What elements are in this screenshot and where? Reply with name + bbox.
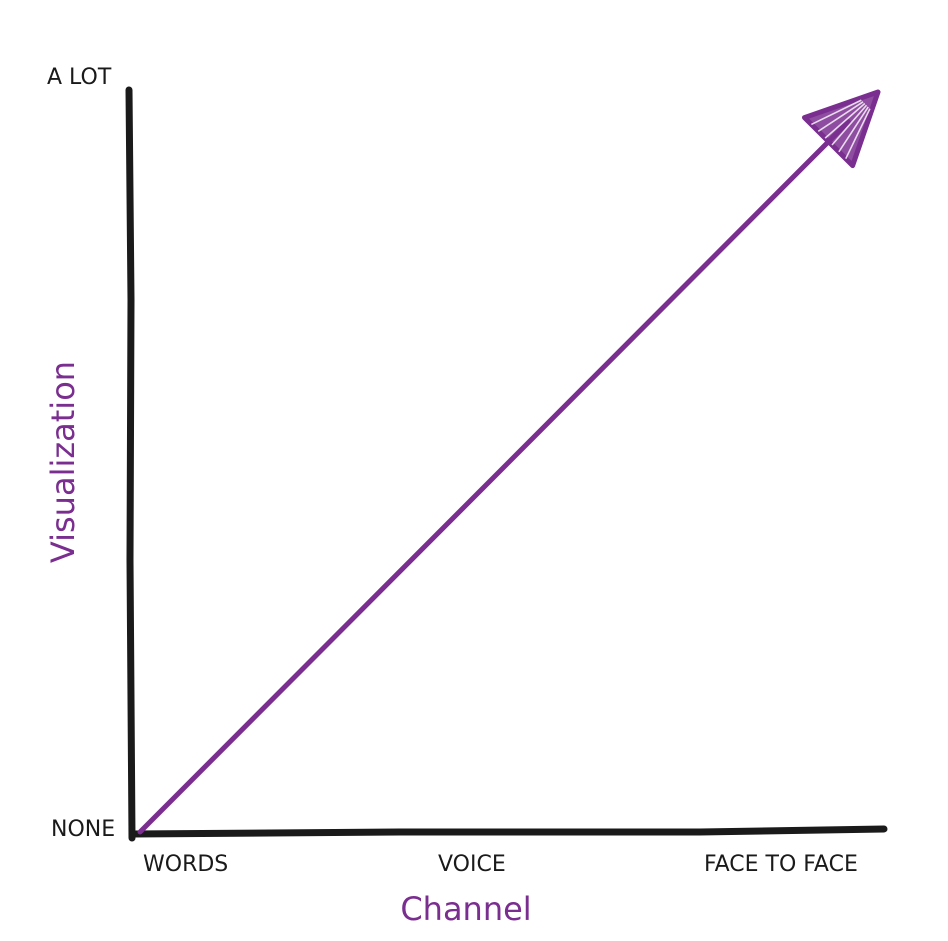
x-tick-label-face-to-face: FACE TO FACE <box>704 852 858 877</box>
x-axis-title: Channel <box>400 890 531 928</box>
x-tick-label-words: WORDS <box>143 852 228 877</box>
y-tick-label-none: NONE <box>51 817 115 842</box>
series-line-trend <box>137 119 851 835</box>
x-axis-line <box>128 825 888 838</box>
arrow-head-hatch <box>831 104 868 146</box>
y-tick-label-a-lot: A LOT <box>47 65 112 90</box>
arrow-head-triangle <box>801 89 881 169</box>
arrow-head-hatch <box>811 99 862 126</box>
y-axis-title: Visualization <box>44 361 82 563</box>
series-arrow-head <box>801 89 881 169</box>
x-tick-label-voice: VOICE <box>438 852 506 877</box>
arrow-head-hatch <box>824 102 866 139</box>
y-axis-line <box>125 86 136 842</box>
arrow-head-hatch <box>838 106 869 153</box>
arrow-head-hatch <box>817 101 864 132</box>
arrow-head-hatch <box>845 108 871 160</box>
